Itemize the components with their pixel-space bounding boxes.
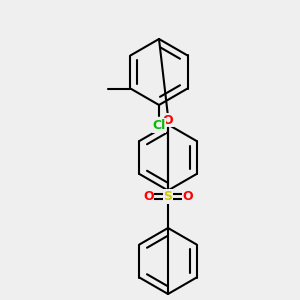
Text: Cl: Cl xyxy=(152,119,166,132)
Text: S: S xyxy=(164,190,172,203)
Text: O: O xyxy=(182,190,193,203)
Text: O: O xyxy=(163,113,173,127)
Text: O: O xyxy=(143,190,154,203)
